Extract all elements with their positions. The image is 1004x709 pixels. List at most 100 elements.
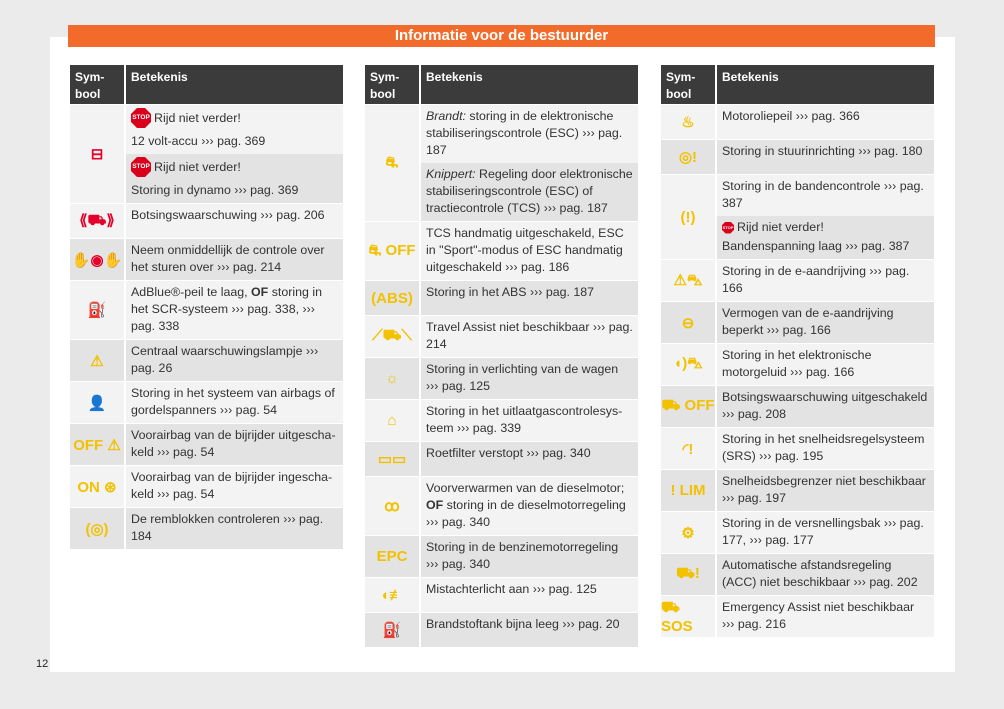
header-meaning: Betekenis: [126, 65, 343, 104]
meaning-text: Voorairbag van de bijrijder uitgescha­ke…: [126, 424, 343, 465]
stop-icon: STOP: [131, 157, 151, 177]
text-segment: OF: [426, 498, 444, 512]
symbol-cell: ⚙: [661, 512, 715, 553]
stop-icon: STOP: [722, 221, 734, 234]
esc-off-icon: ⛐ OFF: [368, 241, 416, 259]
table-row: (!) Storing in de bandencontrole ››› pag.…: [661, 175, 934, 259]
meaning-cell: Mistachterlicht aan ››› pag. 125: [421, 578, 638, 612]
meaning-cell: Storing in het ABS ››› pag. 187: [421, 281, 638, 315]
text-segment: De remblokken controleren ››› pag. 184: [131, 512, 324, 543]
warning-table-1: Sym- bool Betekenis ⊟ STOP Rijd niet verder!…: [70, 65, 343, 550]
text-segment: Mistachterlicht aan ››› pag. 125: [426, 582, 597, 596]
table-header: Sym- bool Betekenis: [365, 65, 638, 104]
table-row: ✋◉✋ Neem onmiddellijk de controle over he…: [70, 239, 343, 280]
table-row: ⚠⛍ Storing in de e-aandrijving ››› pag. 1…: [661, 260, 934, 301]
table-row: ⟪⛟⟫ Botsingswaarschuwing ››› pag. 206: [70, 204, 343, 238]
symbol-cell: ⛐ OFF: [365, 222, 419, 280]
epc-icon: EPC: [376, 548, 408, 565]
symbol-cell: ◎!: [661, 140, 715, 174]
table-row: ⚙ Storing in de versnellingsbak ››› pag. …: [661, 512, 934, 553]
speed-limiter-icon: ! LIM: [670, 482, 706, 499]
section-banner: Informatie voor de bestuurder: [68, 25, 935, 47]
symbol-cell: ◜!: [661, 428, 715, 469]
brake-pads-icon: (◎): [85, 520, 109, 538]
meaning-text: Storing in het uitlaatgascontrolesys­tee…: [421, 400, 638, 441]
meaning-cell: Travel Assist niet beschikbaar ››› pag. …: [421, 316, 638, 357]
meaning-text: AdBlue®-peil te laag, OF storing in het …: [126, 281, 343, 339]
text-segment: Roetfilter verstopt ››› pag. 340: [426, 446, 591, 460]
text-segment: storing in de elektronische stabi­liseri…: [426, 109, 623, 157]
table-row: ☼ Storing in verlichting van de wagen ›››…: [365, 358, 638, 399]
stop-warning: STOP Rijd niet verder!: [131, 108, 338, 128]
meaning-cell: AdBlue®-peil te laag, OF storing in het …: [126, 281, 343, 339]
meaning-text: STOP Rijd niet verder! Storing in dynamo ›…: [126, 154, 343, 203]
text-segment: Snelheidsbegrenzer niet beschikbaar ››› …: [722, 474, 926, 505]
meaning-text: TCS handmatig uitgeschakeld, ESC in "Spo…: [421, 222, 638, 280]
tire-pressure-icon: (!): [680, 208, 696, 226]
symbol-cell: ✋◉✋: [70, 239, 124, 280]
esc-icon: ⛐: [385, 153, 399, 171]
header-meaning: Betekenis: [717, 65, 934, 104]
table-row: ꝏ Voorverwarmen van de dieselmotor; OF st…: [365, 477, 638, 535]
meaning-cell: Storing in stuurinrichting ››› pag. 180: [717, 140, 934, 174]
table-row: ⛐ Brandt: storing in de elektronische sta…: [365, 105, 638, 221]
stop-text: Rijd niet verder!: [737, 220, 824, 234]
text-segment: Storing in de e-aandrijving ››› pag. 166: [722, 264, 910, 295]
header-symbol: Sym- bool: [70, 65, 124, 104]
meaning-text: Motoroliepeil ››› pag. 366: [717, 105, 934, 139]
header-symbol: Sym- bool: [365, 65, 419, 104]
symbol-cell: ! LIM: [661, 470, 715, 511]
table-row: ⌂ Storing in het uitlaatgascontrolesys­te…: [365, 400, 638, 441]
text-segment: Emergency Assist niet beschikbaar ››› pa…: [722, 600, 915, 631]
rear-fog-light-icon: ◖≢: [379, 586, 405, 604]
symbol-cell: ꝏ: [365, 477, 419, 535]
table-row: ⛟ OFF Botsingswaarschuwing uitgeschakeld …: [661, 386, 934, 427]
table-row: ⊟ STOP Rijd niet verder! 12 volt-accu ››› p…: [70, 105, 343, 203]
stop-text: Rijd niet verder!: [154, 159, 241, 174]
text-segment: Voorairbag van de bijrijder uitgescha­ke…: [131, 428, 336, 459]
meaning-text: Voorairbag van de bijrijder ingescha­kel…: [126, 466, 343, 507]
acc-warning-icon: ⛟!: [676, 565, 700, 582]
meaning-cell: Botsingswaarschuwing ››› pag. 206: [126, 204, 343, 238]
collision-warning-icon: ⟪⛟⟫: [79, 212, 115, 229]
meaning-text: Storing in het snelheidsregelsysteem (SR…: [717, 428, 934, 469]
engine-icon: ⌂: [387, 412, 397, 429]
symbol-cell: ♨: [661, 105, 715, 139]
text-segment: Storing in de versnellingsbak ››› pag. 1…: [722, 516, 924, 547]
fuel-icon: ⛽: [382, 622, 402, 639]
meaning-text: Voorverwarmen van de dieselmotor; OF sto…: [421, 477, 638, 535]
table-row: 👤 Storing in het systeem van airbags of g…: [70, 382, 343, 423]
text-segment: Storing in dynamo ››› pag. 369: [131, 183, 299, 197]
symbol-cell: EPC: [365, 536, 419, 577]
text-segment: Storing in de benzinemotorregeling ››› p…: [426, 540, 619, 571]
meaning-text: Storing in het systeem van airbags of go…: [126, 382, 343, 423]
symbol-cell: (◎): [70, 508, 124, 549]
passenger-airbag-off-icon: OFF ⚠: [73, 436, 121, 454]
warning-table-3: Sym- bool Betekenis ♨ Motoroliepeil ››› pag…: [661, 65, 934, 638]
meaning-text: De remblokken controleren ››› pag. 184: [126, 508, 343, 549]
text-segment: Storing in het systeem van airbags of go…: [131, 386, 335, 417]
table-header: Sym- bool Betekenis: [661, 65, 934, 104]
table-row: ⛽ Brandstoftank bijna leeg ››› pag. 20: [365, 613, 638, 647]
meaning-cell: Storing in het systeem van airbags of go…: [126, 382, 343, 423]
symbol-cell: ⊖: [661, 302, 715, 343]
table-row: ⊖ Vermogen van de e-aandrijving beperkt ›…: [661, 302, 934, 343]
meaning-text: Emergency Assist niet beschikbaar ››› pa…: [717, 596, 934, 637]
collision-warning-off-icon: ⛟ OFF: [661, 397, 715, 414]
symbol-cell: ⛽: [70, 281, 124, 339]
text-segment: Neem onmiddellijk de controle over het s…: [131, 243, 325, 274]
symbol-cell: ☼: [365, 358, 419, 399]
battery-icon: ⊟: [90, 146, 104, 163]
meaning-cell: Vermogen van de e-aandrijving beperkt ››…: [717, 302, 934, 343]
table-row: ◜! Storing in het snelheidsregelsysteem (…: [661, 428, 934, 469]
symbol-cell: 👤: [70, 382, 124, 423]
text-segment: Brandstoftank bijna leeg ››› pag. 20: [426, 617, 620, 631]
hands-on-wheel-icon: ✋◉✋: [71, 251, 123, 269]
meaning-cell: Storing in verlichting van de wagen ››› …: [421, 358, 638, 399]
meaning-text: Storing in de versnellingsbak ››› pag. 1…: [717, 512, 934, 553]
text-segment: Storing in het snelheidsregelsysteem (SR…: [722, 432, 925, 463]
meaning-cell: Storing in het uitlaatgascontrolesys­tee…: [421, 400, 638, 441]
steering-warning-icon: ◎!: [678, 149, 698, 166]
meaning-text: Roetfilter verstopt ››› pag. 340: [421, 442, 638, 476]
meaning-cell: TCS handmatig uitgeschakeld, ESC in "Spo…: [421, 222, 638, 280]
